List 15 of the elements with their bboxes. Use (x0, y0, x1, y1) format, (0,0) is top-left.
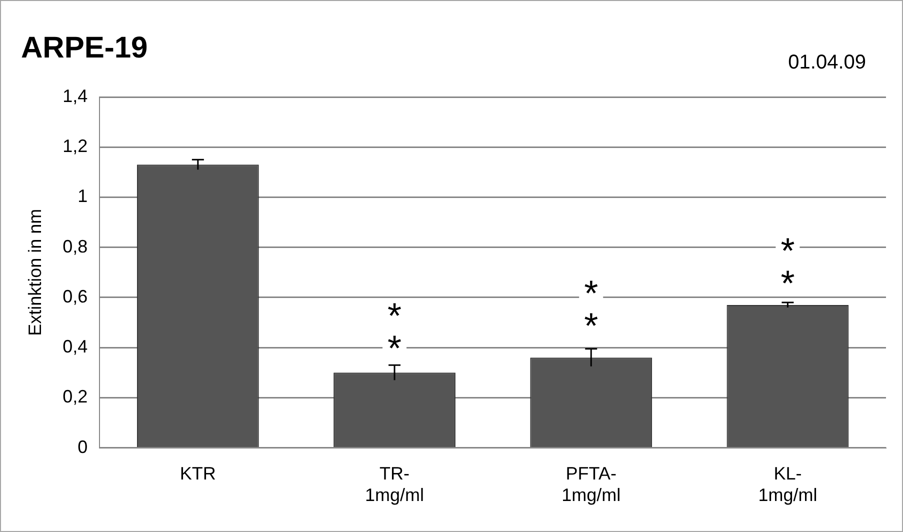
x-tick-label: TR-1mg/ml (365, 464, 424, 506)
x-tick-label: PFTA-1mg/ml (562, 464, 621, 506)
y-tick-label: 0,8 (62, 236, 88, 256)
chart-title: ARPE-19 (21, 31, 148, 64)
y-tick-label: 1 (78, 186, 88, 206)
y-tick-label: 0,6 (62, 286, 88, 306)
x-tick-label: KTR (180, 464, 216, 484)
y-tick-label: 0,4 (62, 336, 88, 357)
y-tick-label: 0 (78, 436, 88, 457)
y-tick-label: 1,2 (62, 136, 88, 156)
text: 01.04.09 (788, 52, 866, 74)
y-axis-title: Extinktion in nm (24, 208, 45, 336)
y-tick-label: 1,4 (62, 86, 88, 106)
x-tick-label: KL-1mg/ml (758, 464, 818, 506)
y-tick-label: 0,2 (62, 386, 88, 407)
